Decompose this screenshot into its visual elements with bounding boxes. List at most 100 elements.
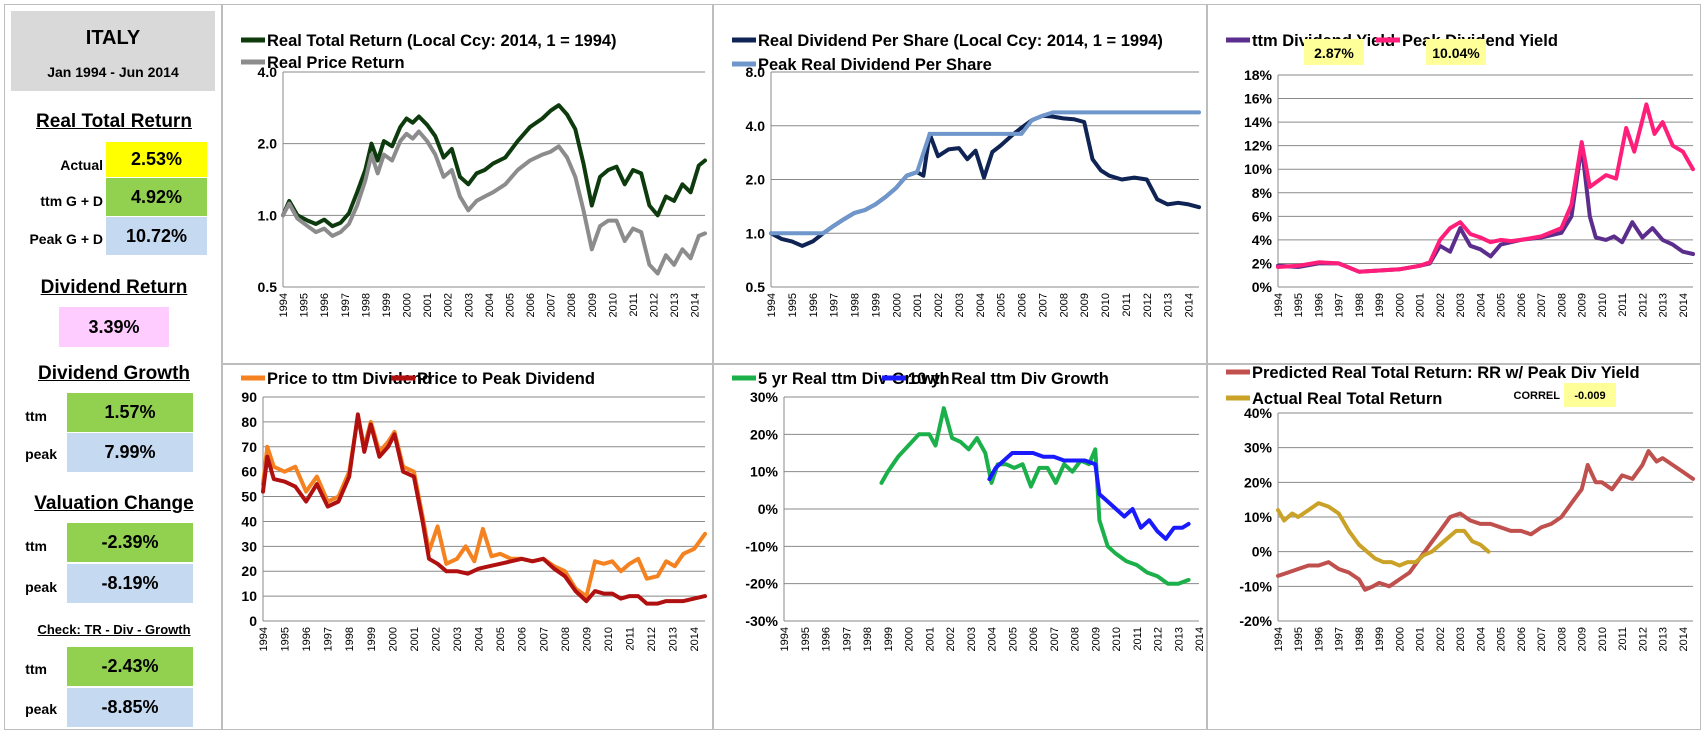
x-tick-label: 2003: [452, 627, 464, 651]
legend-label: Price to ttm Dividend: [267, 370, 432, 388]
y-tick-label: 30: [241, 538, 257, 554]
x-tick-label: 2003: [966, 627, 978, 651]
y-tick-label: 90: [241, 389, 257, 405]
y-tick-label: 40%: [1244, 405, 1273, 421]
x-tick-label: 2004: [987, 627, 999, 651]
y-tick-label: 8%: [1252, 185, 1273, 201]
chart-svg-c5: -30% -20% -10% 0% 10% 20% 30% 1994 1995 1996 1997 1…: [732, 370, 1206, 651]
rtr-peak-label: Peak G + D: [29, 231, 103, 247]
x-tick-label: 2012: [1142, 293, 1154, 317]
x-tick-label: 2000: [1394, 627, 1406, 651]
x-tick-label: 2011: [628, 293, 640, 317]
x-tick-label: 1994: [1273, 627, 1285, 651]
x-tick-label: 1999: [381, 293, 393, 317]
x-tick-label: 2004: [1475, 293, 1487, 317]
x-tick-label: 2010: [1111, 627, 1123, 651]
x-tick-label: 2008: [566, 293, 578, 317]
x-tick-label: 1997: [841, 627, 853, 651]
x-tick-label: 2005: [996, 293, 1008, 317]
x-tick-label: 2013: [1658, 293, 1670, 317]
check-heading: Check: TR - Div - Growth: [37, 622, 191, 637]
x-tick-label: 1999: [870, 293, 882, 317]
x-tick-label: 2012: [649, 293, 661, 317]
x-tick-label: 2007: [538, 627, 550, 651]
check-ttm-value: -2.43%: [67, 647, 193, 686]
y-tick-label: 4%: [1252, 232, 1273, 248]
x-tick-label: 1998: [862, 627, 874, 651]
y-tick-label: -10%: [1239, 578, 1272, 594]
x-tick-label: 2014: [1184, 293, 1196, 317]
x-tick-label: 2008: [1556, 627, 1568, 651]
x-tick-label: 2005: [1496, 627, 1508, 651]
current-value-callout: [1304, 39, 1364, 65]
chart-dividend-yield: 0% 2% 4% 6% 8% 10% 12% 14% 16% 18% 1994 1995 1996 199…: [1207, 4, 1701, 364]
chart-svg-c1: 0.5 1.0 2.0 4.0 1994 1995 1996 1997 1998 1999 2000…: [241, 32, 707, 317]
x-tick-label: 2009: [1577, 627, 1589, 651]
x-tick-label: 1995: [1293, 293, 1305, 317]
y-tick-label: 0: [249, 613, 257, 629]
x-tick-label: 1994: [779, 627, 791, 651]
x-tick-label: 2006: [1516, 293, 1528, 317]
x-tick-label: 2007: [546, 293, 558, 317]
x-tick-label: 2009: [587, 293, 599, 317]
y-tick-label: -20%: [745, 576, 778, 592]
dividend-return-value: 3.39%: [59, 307, 169, 347]
x-tick-label: 2003: [954, 293, 966, 317]
y-tick-label: 2.0: [258, 136, 278, 152]
x-tick-label: 2013: [1658, 627, 1670, 651]
chart-svg-c3: 0% 2% 4% 6% 8% 10% 12% 14% 16% 18% 1994 1995 1996 199…: [1226, 32, 1695, 317]
x-tick-label: 1996: [1313, 627, 1325, 651]
y-tick-label: 16%: [1244, 91, 1273, 107]
x-tick-label: 2010: [607, 293, 619, 317]
x-tick-label: 2001: [422, 293, 434, 317]
x-tick-label: 1995: [787, 293, 799, 317]
x-tick-label: 2008: [1070, 627, 1082, 651]
y-tick-label: 20%: [750, 426, 779, 442]
x-tick-label: 2005: [495, 627, 507, 651]
x-tick-label: 2013: [1173, 627, 1185, 651]
y-tick-label: 20: [241, 563, 257, 579]
real-total-return-heading: Real Total Return: [36, 111, 192, 132]
y-tick-label: 20%: [1244, 474, 1273, 490]
x-tick-label: 2006: [1516, 627, 1528, 651]
x-tick-label: 1995: [299, 293, 311, 317]
x-tick-label: 2006: [1017, 293, 1029, 317]
x-tick-label: 1999: [883, 627, 895, 651]
x-tick-label: 1994: [1273, 293, 1285, 317]
x-tick-label: 2011: [1617, 627, 1629, 651]
x-tick-label: 2003: [1455, 627, 1467, 651]
y-tick-label: 0%: [758, 501, 779, 517]
x-tick-label: 1994: [258, 627, 270, 651]
x-tick-label: 2011: [1132, 627, 1144, 651]
x-tick-label: 2005: [504, 293, 516, 317]
x-tick-label: 1998: [360, 293, 372, 317]
correl-value: -0.009: [1574, 390, 1605, 402]
x-tick-label: 2014: [690, 293, 702, 317]
current-value-text: 10.04%: [1432, 45, 1480, 61]
vc-ttm-value: -2.39%: [67, 523, 193, 562]
dividend-return-heading: Dividend Return: [40, 277, 188, 298]
y-tick-label: 10%: [1244, 509, 1273, 525]
legend-label: 5 yr Real ttm Div Growth: [758, 370, 950, 388]
x-tick-label: 2005: [1496, 293, 1508, 317]
x-tick-label: 2002: [430, 627, 442, 651]
series-line-c2-1: [769, 110, 1201, 236]
series-line-c6-1: [1276, 501, 1491, 568]
check-peak-value: -8.85%: [67, 688, 193, 727]
series-line-c1-0: [281, 103, 707, 229]
x-tick-label: 1998: [344, 627, 356, 651]
series-line-c6-0: [1276, 449, 1695, 592]
y-tick-label: 0.5: [746, 279, 766, 295]
legend-label: Real Price Return: [267, 54, 405, 72]
summary-sidebar: ITALY Jan 1994 - Jun 2014 Real Total Ret…: [4, 4, 222, 730]
x-tick-label: 2001: [912, 293, 924, 317]
x-tick-label: 2000: [402, 293, 414, 317]
chart-svg-c2: 0.5 1.0 2.0 4.0 8.0 1994 1995 1996 1997 1998 1999 2…: [732, 32, 1201, 317]
series-line-c4-1: [261, 412, 707, 606]
x-tick-label: 2002: [1435, 293, 1447, 317]
x-tick-label: 2007: [1536, 293, 1548, 317]
x-tick-label: 2002: [933, 293, 945, 317]
y-tick-label: 80: [241, 414, 257, 430]
x-tick-label: 2004: [1475, 627, 1487, 651]
x-tick-label: 2001: [1415, 293, 1427, 317]
